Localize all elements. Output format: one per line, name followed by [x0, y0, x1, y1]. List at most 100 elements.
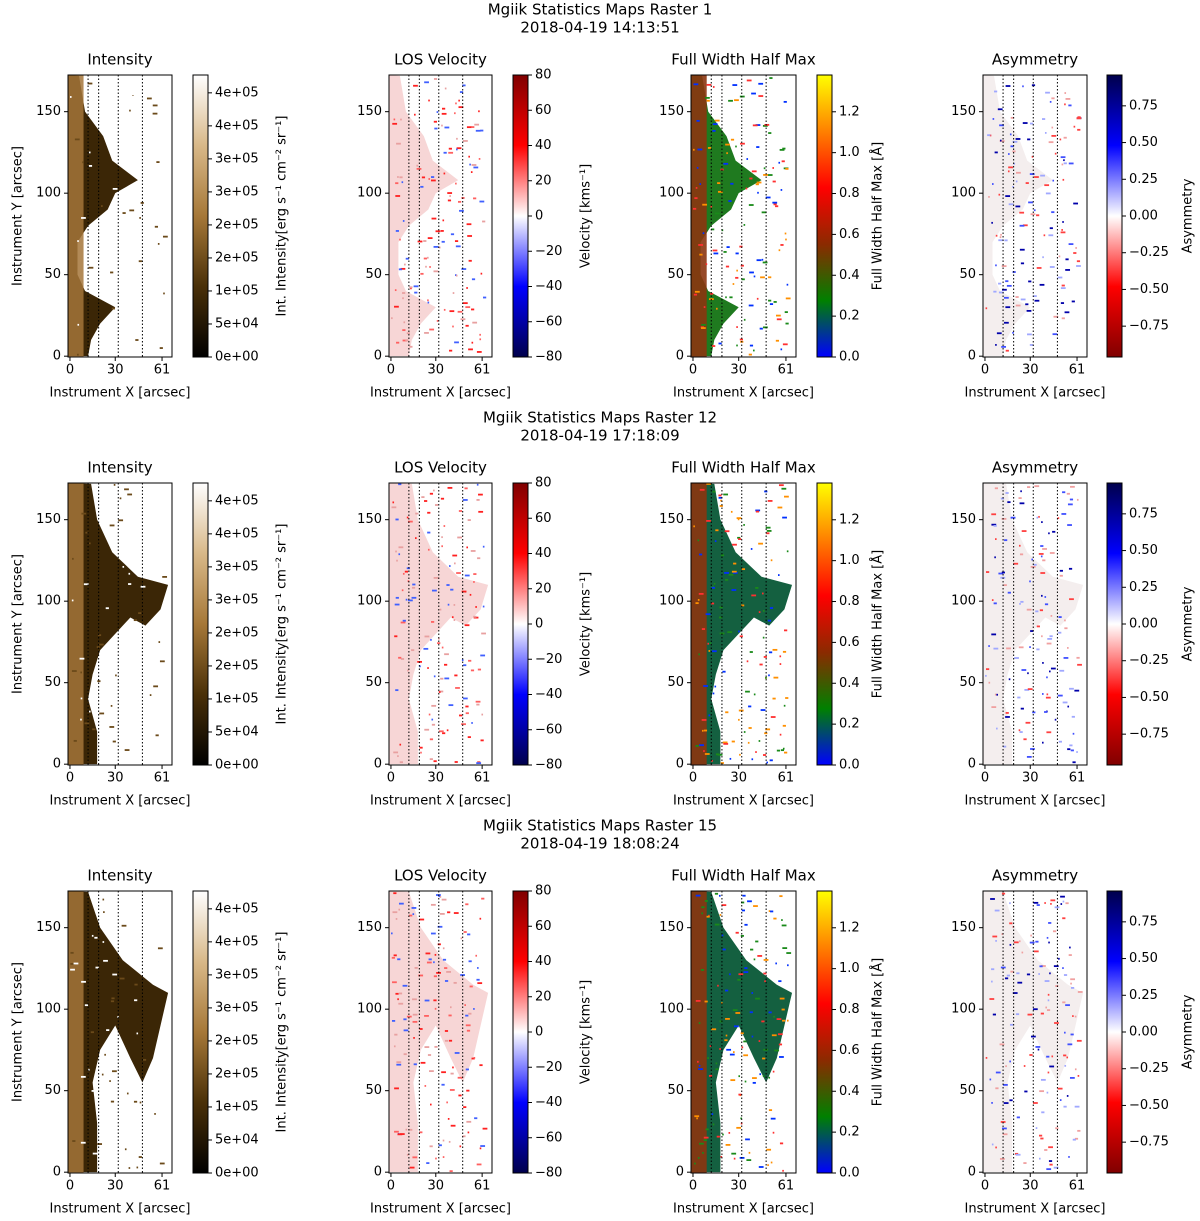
image-pixel [1057, 517, 1060, 520]
image-pixel [748, 204, 754, 206]
image-pixel [719, 505, 723, 507]
suptitle: Mgiik Statistics Maps Raster 15 [483, 817, 717, 835]
y-tick-label: 150 [36, 920, 61, 935]
image-pixel [999, 236, 1002, 239]
image-pixel [1077, 663, 1082, 666]
image-pixel [434, 127, 438, 130]
image-pixel [454, 674, 458, 677]
image-pixel [712, 585, 714, 588]
image-pixel [71, 599, 74, 602]
image-pixel [476, 351, 482, 353]
y-tick-label: 100 [951, 594, 976, 609]
image-pixel [438, 730, 444, 733]
colorbar-tick-label: 4e+05 [215, 493, 259, 508]
image-pixel [779, 997, 785, 1000]
colorbar-tick-label: −60 [535, 314, 562, 329]
colorbar-tick-label: −0.25 [1129, 653, 1169, 668]
image-pixel [1022, 224, 1028, 227]
image-pixel [738, 709, 744, 712]
image-pixel [995, 1146, 997, 1149]
image-pixel [131, 233, 137, 236]
image-pixel [399, 238, 401, 241]
image-pixel [424, 1015, 429, 1017]
image-pixel [1041, 594, 1043, 597]
image-pixel [714, 540, 717, 542]
image-pixel [995, 344, 997, 346]
image-pixel [156, 127, 160, 130]
y-tick-label: 0 [676, 757, 684, 772]
image-pixel [985, 571, 990, 573]
image-pixel [155, 99, 159, 102]
x-tick-label: 61 [778, 1179, 795, 1194]
image-pixel [73, 962, 79, 965]
image-pixel [998, 193, 1001, 196]
image-pixel [111, 307, 115, 310]
image-pixel [403, 1029, 409, 1032]
image-pixel [1017, 981, 1023, 984]
colorbar-tick-label: 40 [535, 954, 552, 969]
image-pixel [732, 283, 735, 285]
image-pixel [1074, 1137, 1079, 1140]
image-pixel [1073, 202, 1079, 205]
image-pixel [1051, 134, 1057, 137]
image-pixel [786, 550, 789, 553]
image-pixel [399, 176, 403, 179]
colorbar-tick-label: 0.50 [1129, 135, 1158, 150]
image-pixel [87, 82, 93, 85]
image-pixel [698, 244, 704, 246]
image-pixel [1042, 559, 1046, 562]
image-pixel [1010, 516, 1016, 519]
colorbar-tick-label: 0 [535, 209, 543, 224]
image-pixel [119, 497, 122, 500]
image-pixel [73, 739, 77, 742]
image-pixel [694, 197, 698, 200]
image-pixel [124, 749, 130, 751]
image-pixel [429, 1145, 433, 1148]
image-pixel [1051, 126, 1054, 129]
image-pixel [762, 609, 765, 612]
image-pixel [1077, 1074, 1080, 1077]
image-pixel [760, 709, 766, 711]
image-pixel [157, 962, 163, 965]
panel-title: Intensity [87, 867, 152, 885]
image-pixel [997, 108, 1003, 111]
image-pixel [717, 753, 723, 756]
image-map [691, 891, 793, 1173]
image-pixel [724, 572, 729, 574]
image-pixel [429, 738, 434, 741]
image-pixel [763, 656, 767, 658]
image-pixel [77, 240, 79, 242]
image-pixel [740, 934, 744, 937]
image-pixel [773, 1015, 775, 1018]
y-tick-label: 100 [659, 186, 684, 201]
image-pixel [436, 320, 439, 322]
image-pixel [1035, 1127, 1038, 1129]
image-pixel [1057, 694, 1063, 697]
image-pixel [1071, 300, 1075, 303]
image-pixel [482, 1127, 488, 1130]
y-tick-label: 50 [959, 675, 976, 690]
image-pixel [130, 316, 134, 319]
image-pixel [756, 297, 759, 300]
image-pixel [1036, 516, 1039, 519]
colorbar [816, 74, 833, 358]
image-pixel [415, 537, 417, 540]
image-pixel [402, 329, 406, 332]
image-pixel [707, 147, 712, 149]
image-pixel [402, 339, 408, 342]
image-pixel [743, 524, 745, 526]
image-pixel [782, 947, 788, 949]
y-tick-label: 0 [676, 349, 684, 364]
image-pixel [1030, 1035, 1036, 1038]
image-pixel [1051, 97, 1055, 100]
image-pixel [142, 1058, 147, 1061]
image-pixel [419, 746, 423, 749]
colorbar-tick-label: 1.0 [839, 961, 860, 976]
image-pixel [103, 514, 105, 516]
y-tick-label: 0 [968, 349, 976, 364]
image-pixel [1047, 999, 1050, 1002]
image-pixel [746, 158, 749, 160]
image-pixel [1059, 669, 1065, 672]
colorbar-label: Velocity [kms⁻¹] [579, 980, 594, 1084]
